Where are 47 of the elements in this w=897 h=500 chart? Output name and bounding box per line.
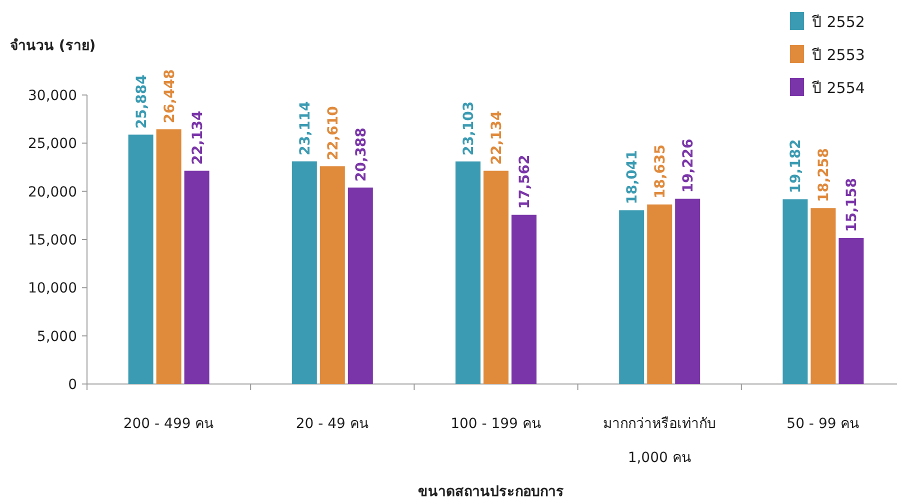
x-tick-label: 50 - 99 คน <box>786 416 860 432</box>
y-axis-title: จำนวน (ราย) <box>10 38 96 54</box>
x-tick-label: 20 - 49 คน <box>296 416 369 432</box>
bar <box>184 170 210 384</box>
y-tick-label: 0 <box>68 377 77 393</box>
data-label: 23,114 <box>297 101 314 156</box>
legend-label: ปี 2552 <box>811 13 865 31</box>
bar <box>456 161 480 384</box>
category-label: มากกว่าหรือเท่ากับ 1,000 คน <box>603 416 716 466</box>
data-label: 22,610 <box>325 106 342 160</box>
y-tick-label: 15,000 <box>28 232 77 248</box>
data-label: 25,884 <box>134 74 150 129</box>
x-axis-title: ขนาดสถานประกอบการ <box>418 484 564 500</box>
data-label: 26,448 <box>162 69 178 124</box>
x-tick-label: 100 - 199 คน <box>450 416 542 432</box>
data-label: 20,388 <box>353 128 370 182</box>
legend-label: ปี 2553 <box>811 46 865 64</box>
data-label: 23,103 <box>461 101 477 156</box>
data-label: 18,635 <box>652 144 669 198</box>
data-label: 19,226 <box>680 138 697 193</box>
data-label: 19,182 <box>788 139 804 194</box>
bar <box>128 134 154 384</box>
bar <box>348 188 373 384</box>
bar <box>512 214 536 384</box>
data-label: 22,134 <box>489 110 505 165</box>
data-label: 15,158 <box>844 178 860 232</box>
bar <box>320 166 345 384</box>
data-label: 18,258 <box>816 148 832 202</box>
bar <box>292 161 317 384</box>
y-tick-label: 20,000 <box>28 184 77 200</box>
x-tick-label: 200 - 499 คน <box>123 416 214 432</box>
bar <box>810 208 836 384</box>
data-label: 17,562 <box>517 154 533 209</box>
bar <box>647 204 672 384</box>
bar <box>838 238 864 384</box>
data-label: 22,134 <box>190 110 206 165</box>
legend-label: ปี 2554 <box>811 79 865 97</box>
bar <box>675 198 700 384</box>
bar <box>484 170 508 384</box>
bar <box>156 129 182 384</box>
y-tick-label: 5,000 <box>36 328 77 345</box>
bar <box>782 199 808 384</box>
y-tick-label: 10,000 <box>28 280 77 297</box>
bar <box>619 210 644 384</box>
data-label: 18,041 <box>624 150 641 204</box>
y-tick-label: 30,000 <box>28 88 77 104</box>
y-tick-label: 25,000 <box>28 136 77 152</box>
